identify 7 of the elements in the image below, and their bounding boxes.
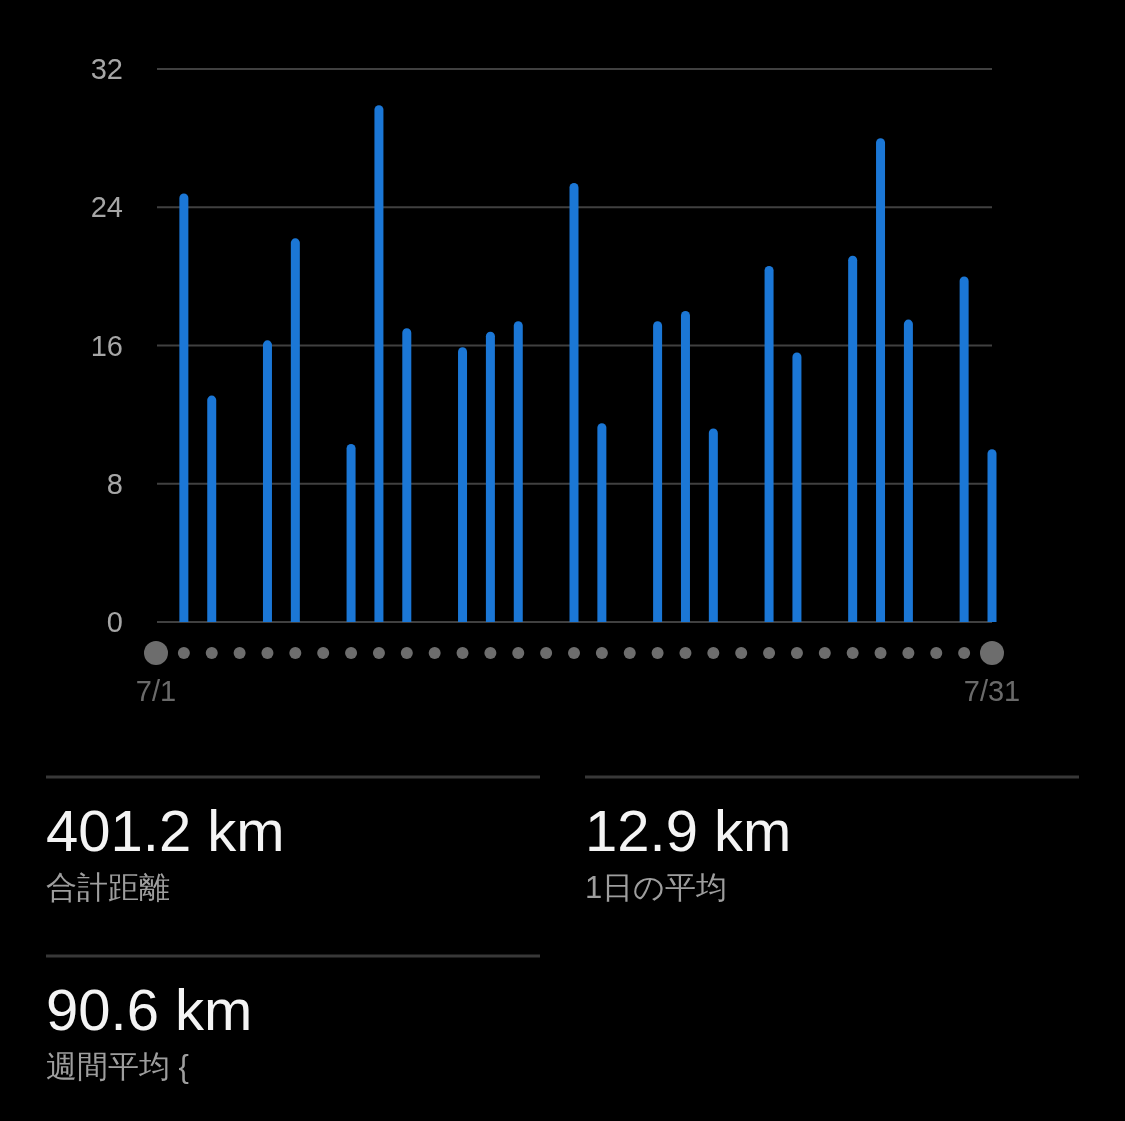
y-tick-label: 32 bbox=[90, 53, 123, 85]
y-tick-label: 0 bbox=[106, 606, 123, 638]
y-tick-label: 24 bbox=[90, 191, 123, 224]
y-tick-label: 16 bbox=[90, 329, 123, 362]
y-tick-label: 8 bbox=[106, 467, 123, 500]
x-tick-label: 7/1 bbox=[135, 675, 177, 707]
x-tick-label: 7/31 bbox=[963, 675, 1021, 707]
